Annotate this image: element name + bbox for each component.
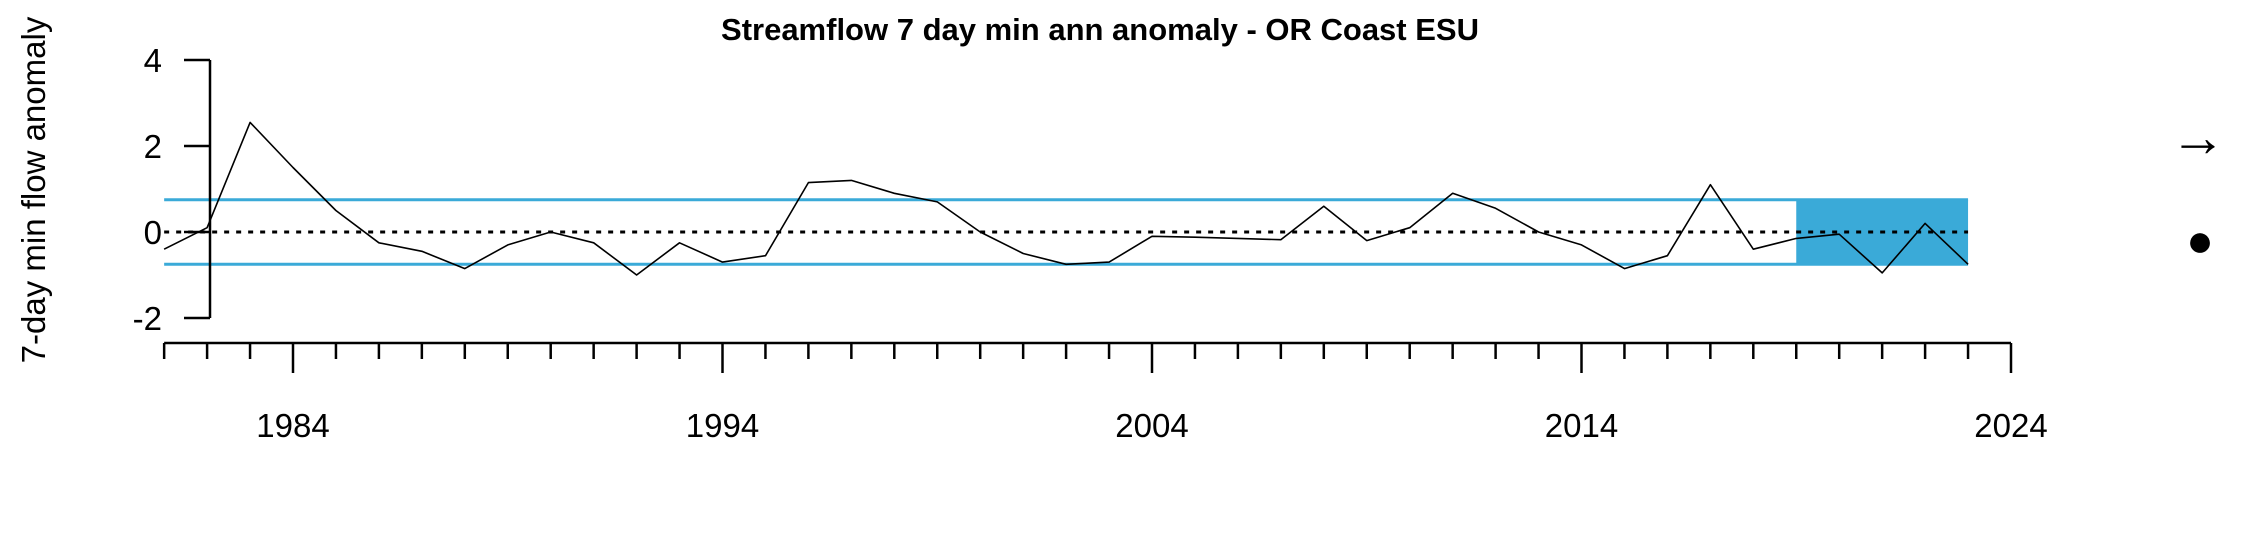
series-point (1622, 266, 1627, 271)
series-point (333, 208, 338, 213)
series-layer (162, 120, 1971, 278)
series-point (1579, 242, 1584, 247)
sd-lines-layer (164, 198, 1969, 266)
series-point (1321, 204, 1326, 209)
x-tick-label: 1994 (686, 407, 759, 444)
series-point (1536, 230, 1541, 235)
series-point (849, 178, 854, 183)
series-point (1364, 238, 1369, 243)
series-point (806, 180, 811, 185)
series-point (720, 260, 725, 265)
chart-title: Streamflow 7 day min ann anomaly - OR Co… (721, 12, 1479, 47)
series-point (1278, 237, 1283, 242)
series-point (462, 266, 467, 271)
series-point (1235, 236, 1240, 241)
series-point (248, 120, 253, 125)
y-tick-label: 0 (144, 214, 162, 251)
y-axis-label: 7-day min flow anomaly (15, 16, 52, 363)
series-point (1192, 235, 1197, 240)
series-point (978, 230, 983, 235)
series-point (1107, 260, 1112, 265)
series-point (376, 240, 381, 245)
series-point (1021, 251, 1026, 256)
series-point (763, 253, 768, 258)
series-line (163, 121, 1969, 276)
series-point (591, 240, 596, 245)
trend-arrow-icon: → (2170, 105, 2226, 168)
series-point (1708, 182, 1713, 187)
series-point (677, 240, 682, 245)
series-point (892, 191, 897, 196)
y-tick-label: -2 (133, 300, 162, 337)
series-point (1966, 262, 1971, 267)
series-point (505, 242, 510, 247)
series-point (1064, 262, 1069, 267)
series-point (1794, 236, 1799, 241)
y-tick-label: 2 (144, 128, 162, 165)
series-point (419, 249, 424, 254)
x-tick-label: 2014 (1545, 407, 1618, 444)
x-tick-label: 2004 (1115, 407, 1188, 444)
series-point (1923, 221, 1928, 226)
series-point (291, 165, 296, 170)
series-point (1665, 253, 1670, 258)
x-tick-label: 2024 (1974, 407, 2047, 444)
series-point (1493, 206, 1498, 211)
series-point (548, 230, 553, 235)
series-point (1450, 191, 1455, 196)
symbol-layer: →● (2170, 105, 2226, 266)
series-point (162, 247, 167, 252)
series-point (1150, 234, 1155, 239)
mean-dot-icon: ● (2186, 214, 2214, 266)
series-point (935, 199, 940, 204)
series-point (1837, 232, 1842, 237)
series-point (1880, 270, 1885, 275)
series-point (1751, 247, 1756, 252)
x-tick-label: 1984 (256, 407, 329, 444)
series-point (634, 273, 639, 278)
series-point (1407, 225, 1412, 230)
x-axis: 1984 1994 2004 2014 2024 (162, 341, 2048, 444)
y-axis: 4 2 0 -2 (133, 42, 212, 337)
y-tick-label: 4 (144, 42, 162, 79)
